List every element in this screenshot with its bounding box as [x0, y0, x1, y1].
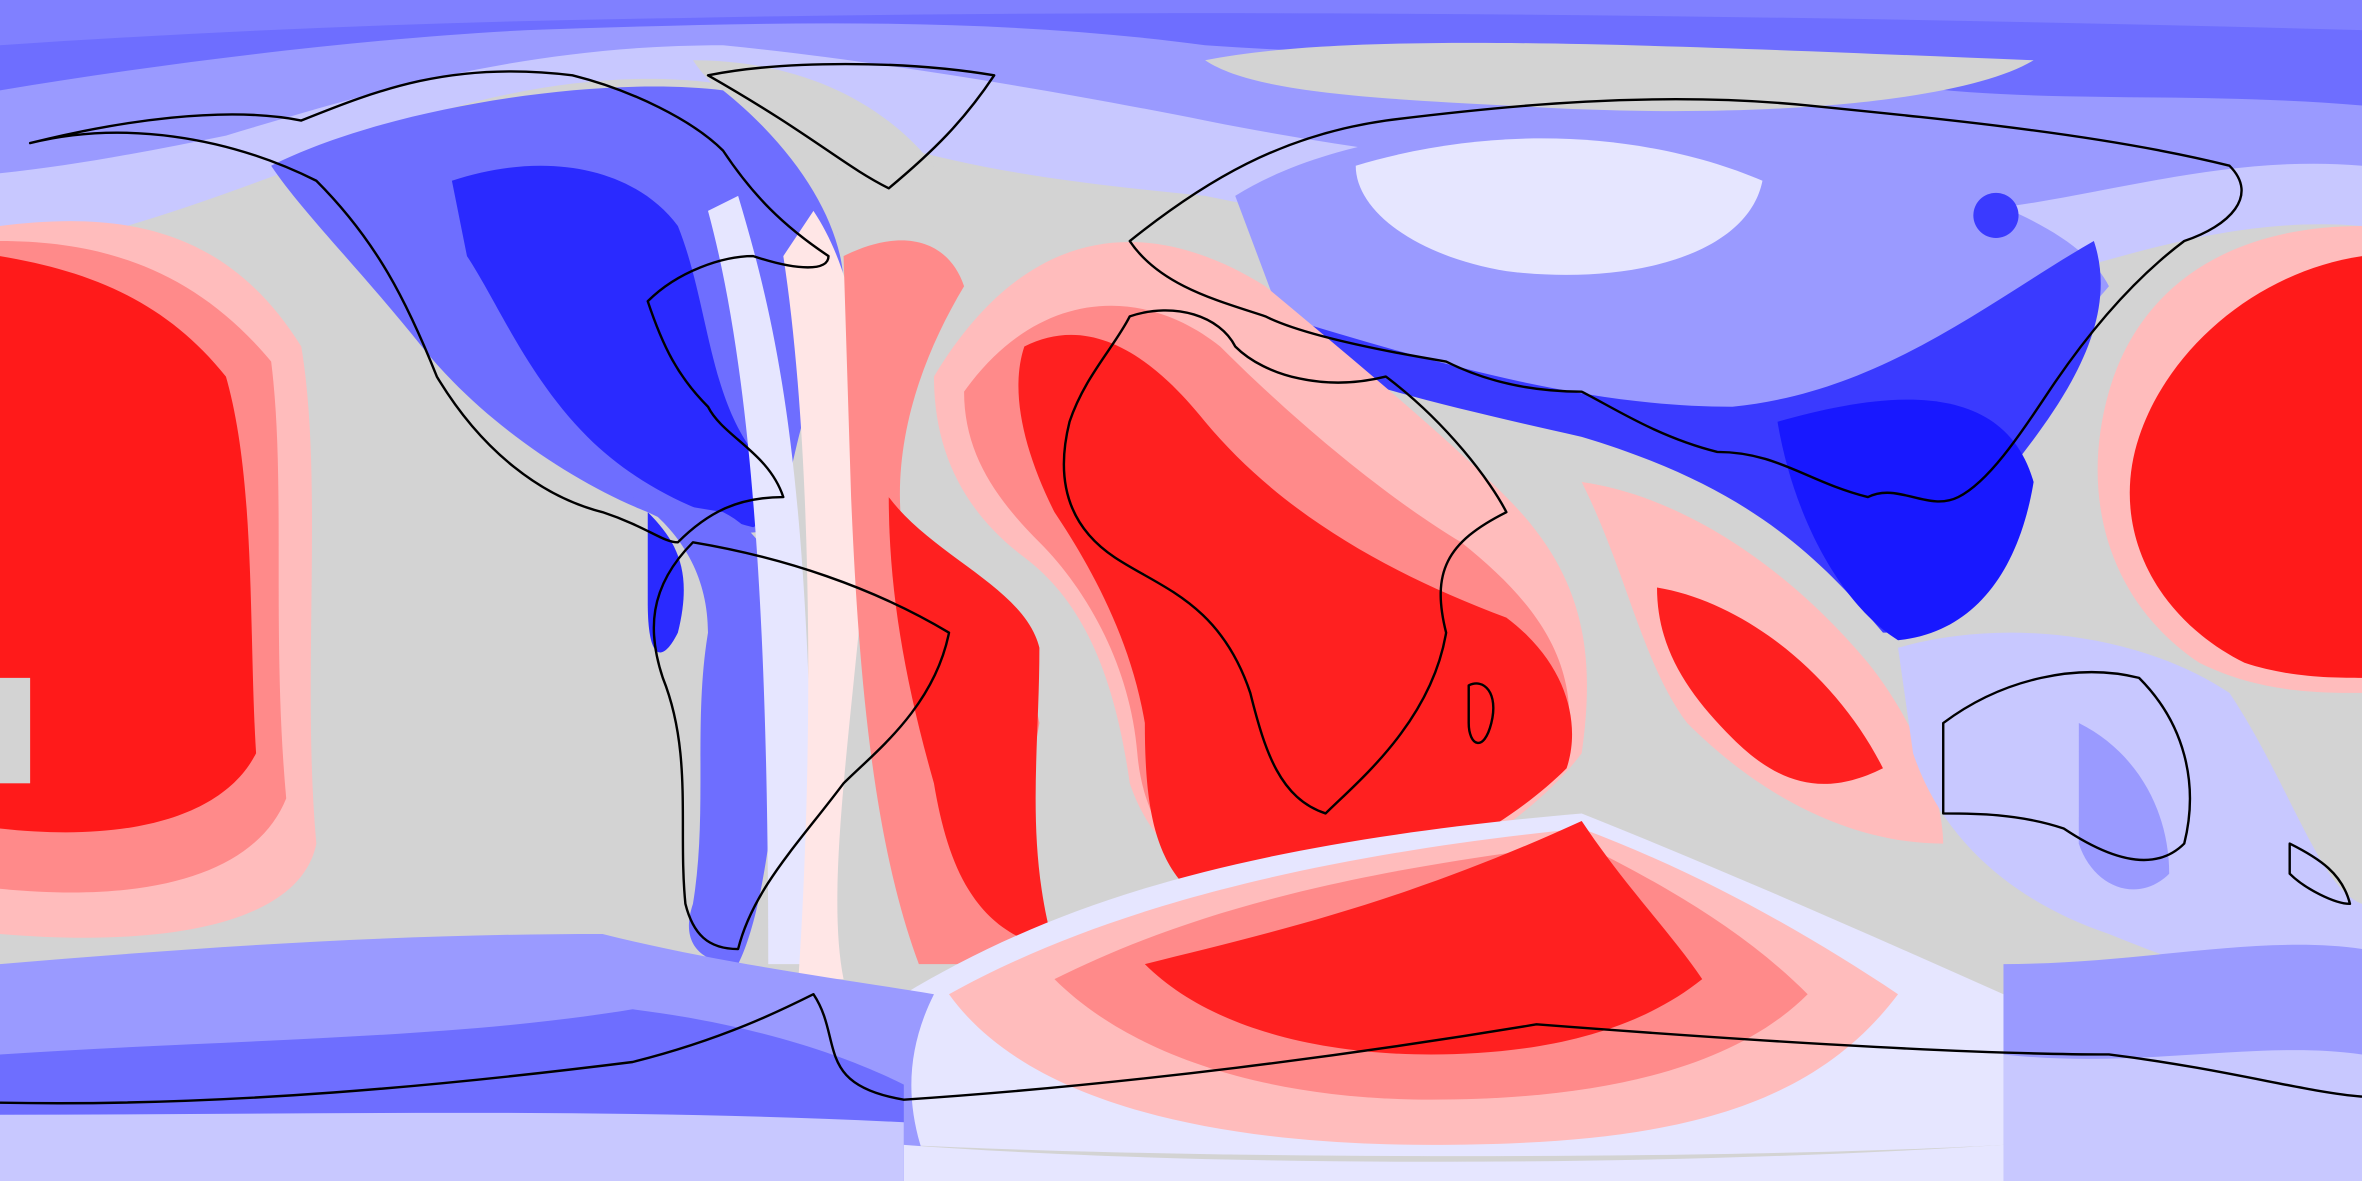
south-band-right-light — [2003, 1050, 2362, 1181]
indian-ocean-red — [1657, 587, 1883, 784]
siberia-blob — [1973, 192, 2019, 239]
southern-red — [1144, 820, 1703, 1055]
australia-coast — [1942, 671, 2191, 862]
andes-dark — [647, 512, 684, 653]
new-zealand-coast — [2288, 842, 2352, 906]
north-america-coast — [28, 70, 830, 544]
atlantic-light — [707, 195, 814, 965]
eurasia-coast — [1128, 98, 2243, 503]
north-america-dark — [451, 165, 771, 528]
africa-coast — [1062, 309, 1508, 815]
south-atlantic-arc-dark — [888, 497, 1055, 950]
arctic-gray — [1205, 42, 2034, 112]
antarctica-coast — [0, 993, 2362, 1105]
pacific-right-red — [2129, 256, 2362, 678]
south-america-west-blue — [632, 497, 784, 965]
south-america-coast — [652, 541, 951, 951]
south-band-mid-light — [903, 1144, 2004, 1181]
coastlines — [0, 62, 2362, 1105]
africa-red — [1018, 334, 1573, 919]
greenland-gray — [692, 60, 934, 187]
south-band-left-light — [0, 1112, 904, 1181]
pacific-left-red — [0, 256, 257, 833]
north-band-top — [0, 0, 2362, 46]
australia-mid — [2078, 723, 2170, 890]
madagascar-coast — [1467, 682, 1495, 745]
atlantic-pink — [783, 210, 868, 980]
greenland-coast — [706, 62, 996, 190]
hawaii-gray — [0, 677, 31, 784]
southeast-asia-blue — [1777, 399, 2034, 641]
siberia-light — [1355, 138, 1763, 275]
north-band-dark — [0, 0, 2362, 106]
